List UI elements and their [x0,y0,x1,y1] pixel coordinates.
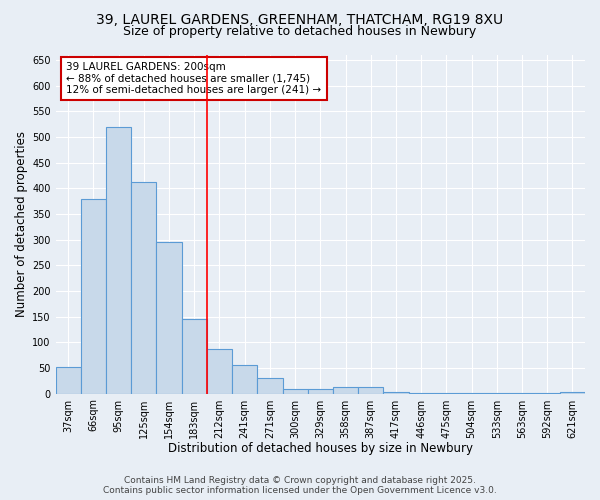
Bar [257,378,283,394]
Text: 39 LAUREL GARDENS: 200sqm
← 88% of detached houses are smaller (1,745)
12% of se: 39 LAUREL GARDENS: 200sqm ← 88% of detac… [66,62,322,95]
Bar [207,349,232,394]
Bar [131,182,157,394]
Bar [232,366,257,394]
Y-axis label: Number of detached properties: Number of detached properties [15,132,28,318]
Text: Size of property relative to detached houses in Newbury: Size of property relative to detached ho… [124,25,476,38]
Bar [182,319,207,394]
Bar [157,242,182,394]
Bar [484,393,509,394]
Bar [106,127,131,394]
Bar [434,392,459,394]
Bar [409,392,434,394]
Bar [283,390,308,394]
Text: 39, LAUREL GARDENS, GREENHAM, THATCHAM, RG19 8XU: 39, LAUREL GARDENS, GREENHAM, THATCHAM, … [97,12,503,26]
Bar [509,392,535,394]
Bar [56,368,81,394]
Bar [560,392,585,394]
Bar [81,198,106,394]
X-axis label: Distribution of detached houses by size in Newbury: Distribution of detached houses by size … [168,442,473,455]
Bar [333,388,358,394]
Bar [535,393,560,394]
Bar [459,392,484,394]
Bar [358,388,383,394]
Text: Contains HM Land Registry data © Crown copyright and database right 2025.
Contai: Contains HM Land Registry data © Crown c… [103,476,497,495]
Bar [308,390,333,394]
Bar [383,392,409,394]
